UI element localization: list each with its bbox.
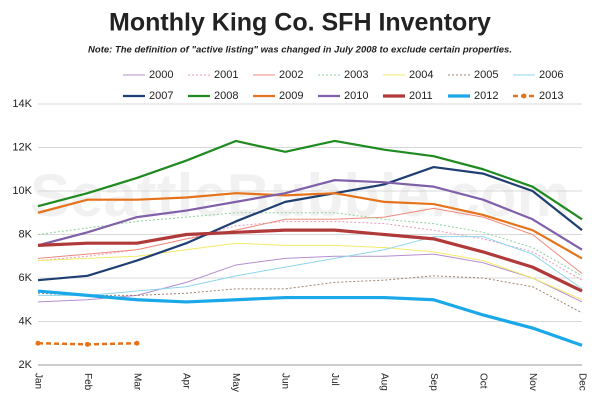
series-line xyxy=(37,289,583,347)
series-line xyxy=(37,207,583,275)
legend-label: 2002 xyxy=(279,69,303,81)
legend-label: 2005 xyxy=(474,69,498,81)
x-tick-label: Jan xyxy=(32,373,43,389)
y-tick-label: 2K xyxy=(19,359,33,371)
legend-label: 2009 xyxy=(279,90,303,102)
x-tick-label: May xyxy=(230,373,241,392)
x-tick-label: Jun xyxy=(280,373,291,389)
series-line xyxy=(37,212,583,277)
y-tick-label: 12K xyxy=(12,141,32,153)
chart-subtitle: Note: The definition of "active listing"… xyxy=(88,45,512,56)
series-line xyxy=(37,179,583,251)
y-tick-label: 4K xyxy=(19,315,33,327)
legend-label: 2010 xyxy=(344,90,368,102)
y-tick-label: 6K xyxy=(19,272,33,284)
series-line xyxy=(37,165,583,282)
legend-label: 2013 xyxy=(539,90,563,102)
legend-label: 2007 xyxy=(149,90,173,102)
chart-title: Monthly King Co. SFH Inventory xyxy=(109,9,491,37)
series-line xyxy=(37,228,583,293)
legend-label: 2000 xyxy=(149,69,173,81)
legend-marker xyxy=(521,93,527,99)
series-line xyxy=(37,242,583,301)
legend-label: 2008 xyxy=(214,90,238,102)
x-tick-label: Jul xyxy=(329,373,340,386)
y-tick-label: 10K xyxy=(12,185,32,197)
series-line xyxy=(37,275,583,314)
x-tick-label: Apr xyxy=(181,373,192,389)
legend-label: 2012 xyxy=(474,90,498,102)
legend-label: 2006 xyxy=(539,69,563,81)
point xyxy=(134,340,140,346)
x-tick-label: Feb xyxy=(82,373,93,391)
x-tick-label: Aug xyxy=(379,373,390,391)
series-line xyxy=(38,236,583,296)
x-tick-label: Dec xyxy=(576,373,587,391)
point xyxy=(84,341,90,347)
legend-label: 2011 xyxy=(409,90,433,102)
series-line xyxy=(37,192,583,260)
y-tick-label: 14K xyxy=(12,98,32,110)
legend-label: 2001 xyxy=(214,69,238,81)
x-tick-label: Nov xyxy=(527,373,538,391)
point xyxy=(35,340,41,346)
y-tick-label: 8K xyxy=(19,228,33,240)
series-line xyxy=(37,253,583,303)
x-tick-label: Mar xyxy=(131,373,142,391)
legend-label: 2004 xyxy=(409,69,433,81)
legend-label: 2003 xyxy=(344,69,368,81)
x-tick-label: Oct xyxy=(477,373,488,389)
series-line xyxy=(37,139,583,221)
x-tick-label: Sep xyxy=(428,373,439,391)
